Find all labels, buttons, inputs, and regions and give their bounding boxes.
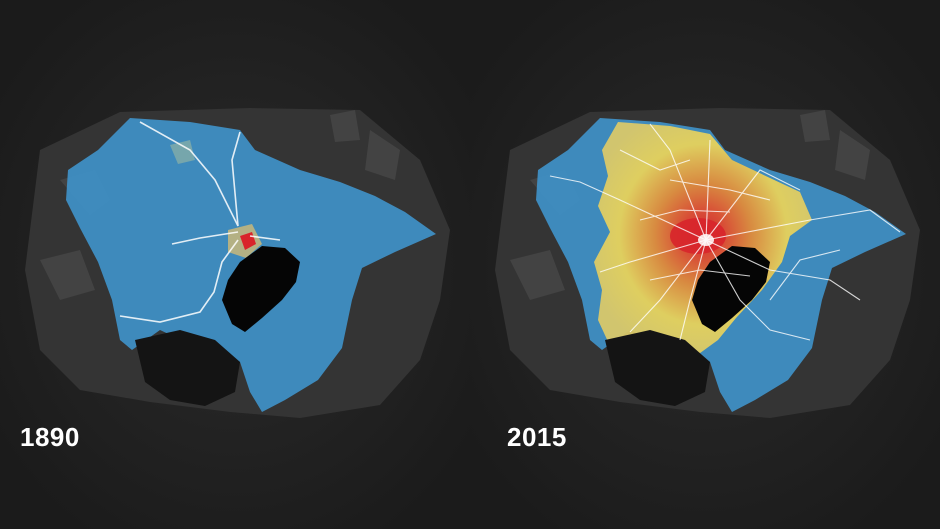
map-1890 — [0, 0, 470, 529]
urban-patch-1 — [170, 140, 195, 164]
peninsula-terrain — [135, 330, 240, 406]
rail-network — [549, 123, 901, 341]
year-label-2015: 2015 — [507, 422, 567, 452]
panel-2015: 2015 — [470, 0, 940, 529]
terrain-texture — [510, 110, 870, 300]
map-2015 — [470, 0, 940, 529]
peninsula-terrain — [605, 330, 710, 406]
tokyo-bay — [222, 246, 300, 332]
rail-lines — [119, 121, 281, 323]
year-label-1890: 1890 — [20, 422, 80, 452]
tokyo-bay — [692, 246, 770, 332]
panel-1890: 1890 — [0, 0, 470, 529]
terrain-texture — [40, 110, 400, 300]
